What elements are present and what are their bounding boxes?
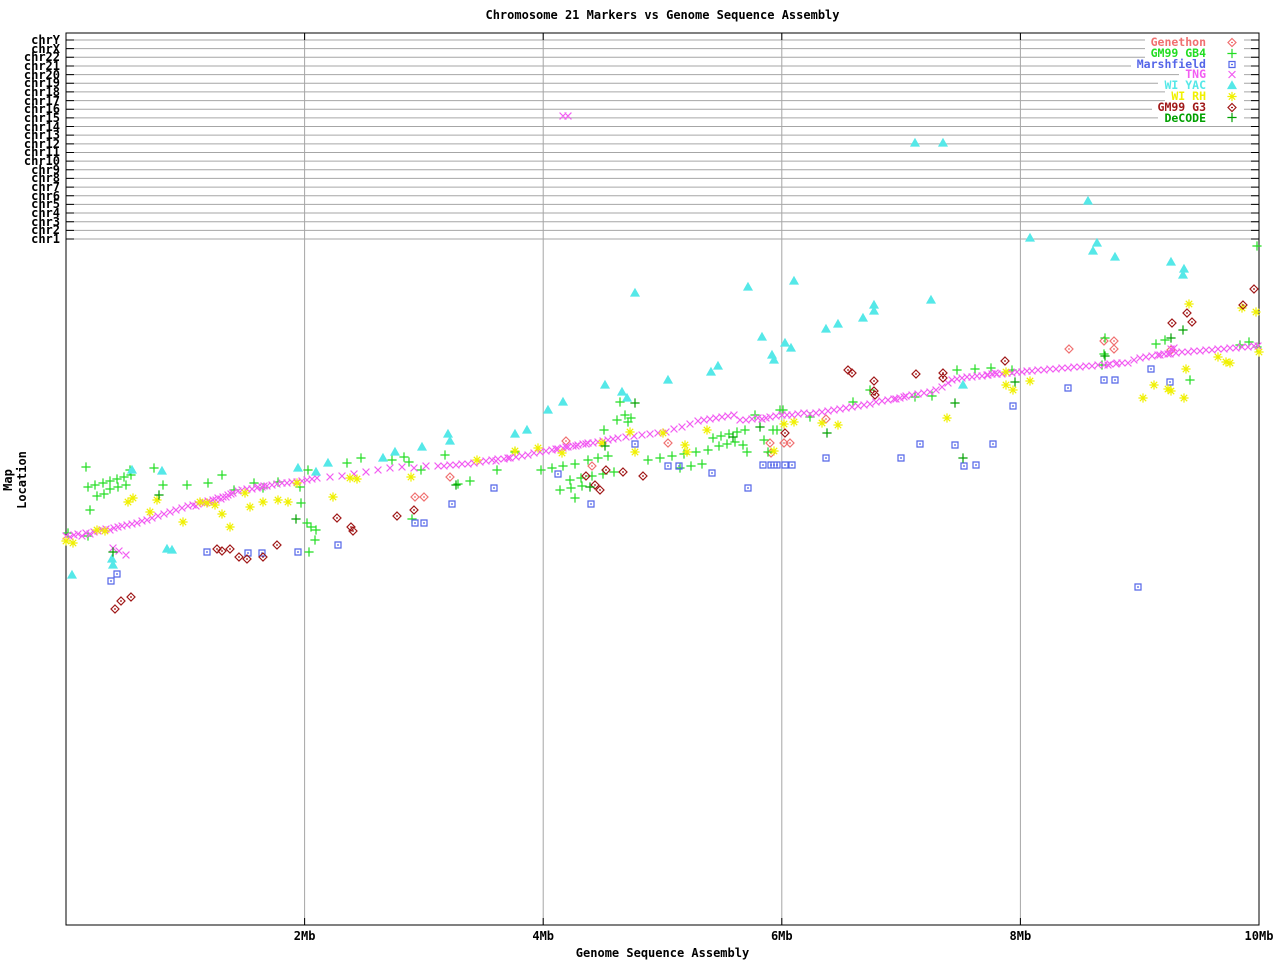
chart-title: Chromosome 21 Markers vs Genome Sequence…: [485, 8, 840, 22]
y-tick-label: chr22: [23, 50, 60, 65]
legend: Genethon GM99 GB4 Marshfield TNG WI YAC WI RH…: [1080, 35, 1244, 125]
legend-row: DeCODE: [1158, 110, 1244, 125]
x-tick-label: 4Mb: [532, 929, 555, 943]
y-tick-label: chrY: [31, 33, 60, 47]
legend-label: WI YAC: [1164, 78, 1206, 93]
legend-marker-icon: [1227, 37, 1237, 48]
legend-row: WI YAC: [1158, 80, 1244, 91]
legend-marker-icon: [1227, 102, 1237, 113]
legend-marker-icon: [1227, 113, 1237, 123]
legend-marker-icon: [1227, 48, 1237, 58]
series-points-wi-yac: [66, 137, 1190, 579]
y-tick-label: chr1: [31, 231, 60, 246]
legend-label: WI RH: [1171, 88, 1206, 103]
y-tick-label: chr12: [23, 136, 60, 151]
y-tick-label: chr18: [23, 84, 60, 99]
legend-label: TNG: [1185, 67, 1206, 82]
y-axis-title: Map Location: [1, 451, 29, 509]
y-tick-label: chrX: [31, 41, 60, 56]
x-tick-label: 6Mb: [770, 929, 793, 943]
y-tick-label: chr7: [31, 180, 60, 195]
y-tick-label: chr14: [23, 119, 60, 134]
series-points-marshfield: [107, 365, 1174, 591]
legend-label: GM99 G3: [1157, 99, 1206, 114]
y-tick-label: chr11: [23, 145, 60, 160]
legend-marker-icon: [1227, 91, 1237, 101]
y-tick-label: chr19: [23, 76, 60, 91]
y-tick-label: chr9: [31, 162, 60, 177]
y-tick-label: chr20: [23, 67, 60, 82]
legend-marker-icon: [1228, 70, 1236, 79]
series-points-decode: [108, 325, 1188, 557]
y-tick-label: chr6: [31, 188, 60, 203]
axis-ticks: [66, 33, 1259, 925]
y-tick-label: chr15: [23, 110, 60, 125]
x-axis-title: Genome Sequence Assembly: [575, 946, 750, 960]
y-tick-label: chr10: [23, 154, 60, 169]
legend-row: TNG: [1179, 67, 1244, 82]
legend-marker-icon: [1226, 80, 1238, 90]
series-points-wi-rh: [61, 299, 1264, 548]
y-tick-label: chr13: [23, 128, 60, 143]
y-tick-label: chr16: [23, 102, 60, 117]
y-tick-label: chr8: [31, 171, 60, 186]
x-tick-label: 2Mb: [293, 929, 316, 943]
series-points-tng: [62, 112, 1262, 559]
legend-row: GM99 GB4: [1144, 45, 1244, 60]
legend-label: GM99 GB4: [1150, 45, 1206, 60]
y-tick-label: chr5: [31, 197, 60, 212]
legend-label: DeCODE: [1164, 110, 1206, 125]
legend-row: Genethon: [1144, 35, 1244, 49]
x-tick-label: 8Mb: [1009, 929, 1032, 943]
y-tick-label: chr3: [31, 214, 60, 229]
legend-label: Marshfield: [1136, 56, 1206, 71]
series-points-gm99-g3: [110, 284, 1259, 614]
y-tick-label: chr2: [31, 223, 60, 238]
y-tick-label: chr21: [23, 58, 60, 73]
legend-row: GM99 G3: [1151, 99, 1244, 114]
x-tick-label: 10Mb: [1244, 929, 1274, 943]
y-tick-label: chr4: [31, 206, 60, 221]
series-points-gm99-gb4: [63, 241, 1262, 557]
series-points-genethon: [410, 336, 1176, 502]
y-tick-label: chr17: [23, 93, 60, 108]
plot-border: [65, 32, 1260, 926]
legend-marker-icon: [1228, 60, 1236, 68]
legend-row: WI RH: [1165, 88, 1244, 103]
legend-label: Genethon: [1150, 35, 1206, 49]
legend-row: Marshfield: [1130, 56, 1244, 71]
